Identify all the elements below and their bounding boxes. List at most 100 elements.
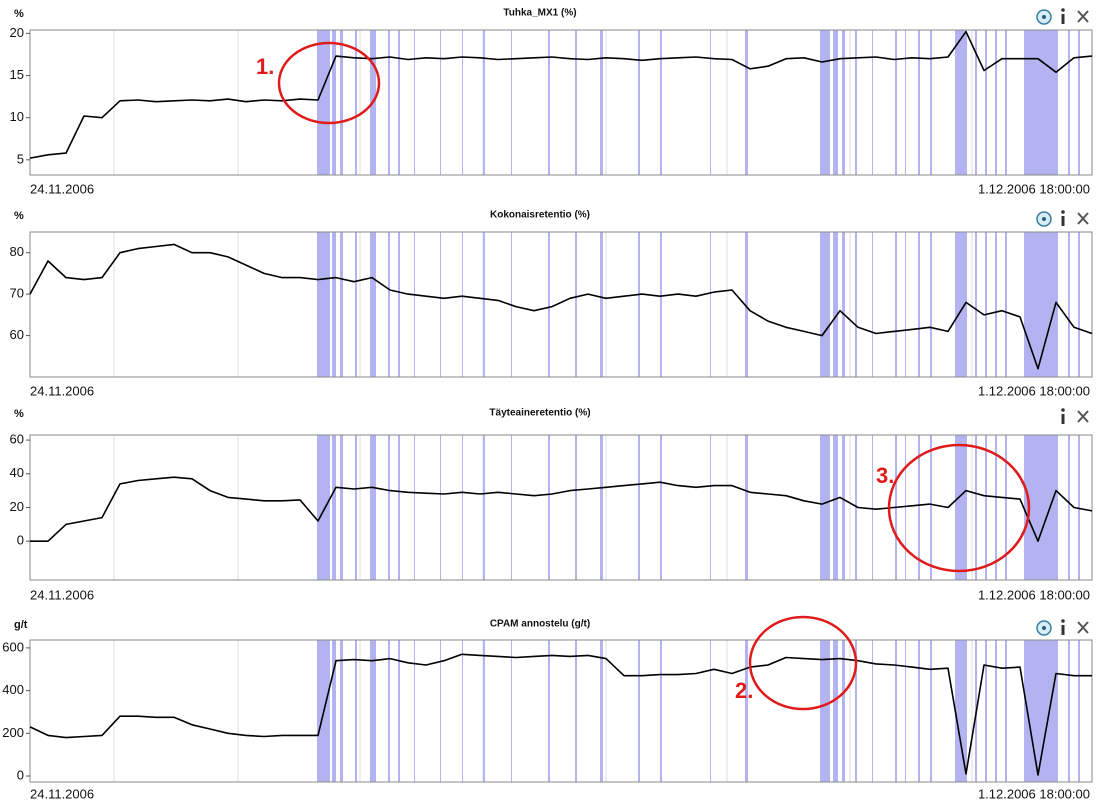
highlight-band xyxy=(1068,232,1070,377)
highlight-band xyxy=(955,232,967,377)
highlight-band xyxy=(355,640,357,782)
highlight-band xyxy=(1024,232,1058,377)
highlight-band xyxy=(340,30,343,175)
highlight-band xyxy=(895,640,897,782)
highlight-band xyxy=(995,435,997,580)
highlight-band xyxy=(1078,232,1080,377)
highlight-band xyxy=(975,435,977,580)
highlight-band xyxy=(388,435,390,580)
y-tick-label: 70 xyxy=(10,286,24,301)
annotation-circle xyxy=(748,615,858,711)
plot-frame xyxy=(29,639,1093,783)
highlight-band xyxy=(842,232,845,377)
y-tick-label: 10 xyxy=(10,109,24,124)
highlight-band xyxy=(414,640,415,782)
highlight-band xyxy=(855,640,857,782)
highlight-band xyxy=(855,435,857,580)
highlight-band xyxy=(745,640,748,782)
highlight-band xyxy=(600,30,603,175)
icon-info-dot xyxy=(1061,408,1065,412)
highlight-band xyxy=(638,640,640,782)
highlight-band xyxy=(638,435,640,580)
highlight-band xyxy=(1078,435,1080,580)
unit-label: g/t xyxy=(14,619,28,631)
highlight-band xyxy=(930,232,932,377)
highlight-band xyxy=(660,232,662,377)
data-line xyxy=(29,653,1092,776)
highlight-band xyxy=(440,232,441,377)
highlight-band xyxy=(710,435,711,580)
highlight-band xyxy=(638,30,640,175)
highlight-band xyxy=(1005,640,1007,782)
highlight-band xyxy=(440,640,441,782)
highlight-band xyxy=(842,435,845,580)
icon-info-dot xyxy=(1061,619,1065,623)
y-tick-label: 5 xyxy=(17,151,24,166)
x-tick-label: 24.11.2006 xyxy=(30,587,94,602)
chart-title: Tuhka_MX1 (%) xyxy=(503,8,576,19)
highlight-band xyxy=(483,640,485,782)
icon-info[interactable] xyxy=(1061,216,1065,226)
plot-area xyxy=(30,640,1092,782)
icon-info-dot xyxy=(1061,210,1065,214)
highlight-band xyxy=(985,435,987,580)
highlight-band xyxy=(975,232,977,377)
highlight-band xyxy=(414,435,415,580)
icon-target-dot xyxy=(1042,626,1046,630)
highlight-band xyxy=(820,30,830,175)
x-tick-label: 24.11.2006 xyxy=(30,383,94,398)
highlight-band xyxy=(600,640,603,782)
highlight-band xyxy=(833,232,838,377)
highlight-band xyxy=(370,232,376,377)
icon-close[interactable] xyxy=(1077,212,1089,225)
highlight-band xyxy=(660,640,662,782)
highlight-band xyxy=(905,435,906,580)
highlight-band xyxy=(511,640,512,782)
icon-close[interactable] xyxy=(1077,621,1089,634)
highlight-band xyxy=(388,640,390,782)
highlight-band xyxy=(820,640,830,782)
x-tick-label: 24.11.2006 xyxy=(30,181,94,196)
highlight-band xyxy=(398,232,400,377)
highlight-band xyxy=(855,232,857,377)
highlight-band xyxy=(905,232,906,377)
chart-title: Kokonaisretentio (%) xyxy=(490,210,590,221)
highlight-band xyxy=(317,232,330,377)
icon-info-dot xyxy=(1061,8,1065,12)
icon-close[interactable] xyxy=(1077,10,1089,23)
highlight-band xyxy=(317,435,330,580)
highlight-band xyxy=(833,640,838,782)
icon-info[interactable] xyxy=(1061,625,1065,635)
highlight-band xyxy=(955,435,967,580)
y-tick-label: 200 xyxy=(2,725,24,740)
icon-close[interactable] xyxy=(1077,410,1089,423)
data-line xyxy=(30,476,1093,542)
highlight-band xyxy=(842,640,845,782)
highlight-band xyxy=(511,435,512,580)
highlight-band xyxy=(340,435,343,580)
icon-target-dot xyxy=(1042,217,1046,221)
y-tick-label: 600 xyxy=(2,639,24,654)
highlight-band xyxy=(905,640,906,782)
icon-info[interactable] xyxy=(1061,414,1065,424)
highlight-band xyxy=(483,435,485,580)
annotation-label: 1. xyxy=(256,54,274,79)
plot-frame xyxy=(29,231,1093,378)
y-tick-label: 40 xyxy=(10,465,24,480)
icon-info[interactable] xyxy=(1061,14,1065,24)
highlight-band xyxy=(600,232,603,377)
y-tick-label: 60 xyxy=(10,431,24,446)
highlight-band xyxy=(872,435,873,580)
highlight-band xyxy=(985,30,987,175)
highlight-band xyxy=(398,435,400,580)
highlight-band xyxy=(930,435,932,580)
highlight-band xyxy=(483,232,485,377)
highlight-band xyxy=(548,232,550,377)
icon-target-dot xyxy=(1042,15,1046,19)
highlight-band xyxy=(462,640,463,782)
highlight-band xyxy=(833,30,838,175)
annotation-label: 3. xyxy=(876,463,894,488)
highlight-band xyxy=(918,435,920,580)
plot-area xyxy=(30,30,1092,175)
highlight-band xyxy=(414,232,415,377)
